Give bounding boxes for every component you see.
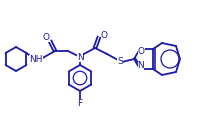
Text: NH: NH [29,54,43,64]
Text: O: O [43,33,50,42]
Text: S: S [117,57,123,65]
Text: N: N [138,61,144,71]
Text: F: F [77,98,83,107]
Text: N: N [77,53,83,61]
Text: O: O [100,30,107,39]
Text: O: O [138,48,144,57]
